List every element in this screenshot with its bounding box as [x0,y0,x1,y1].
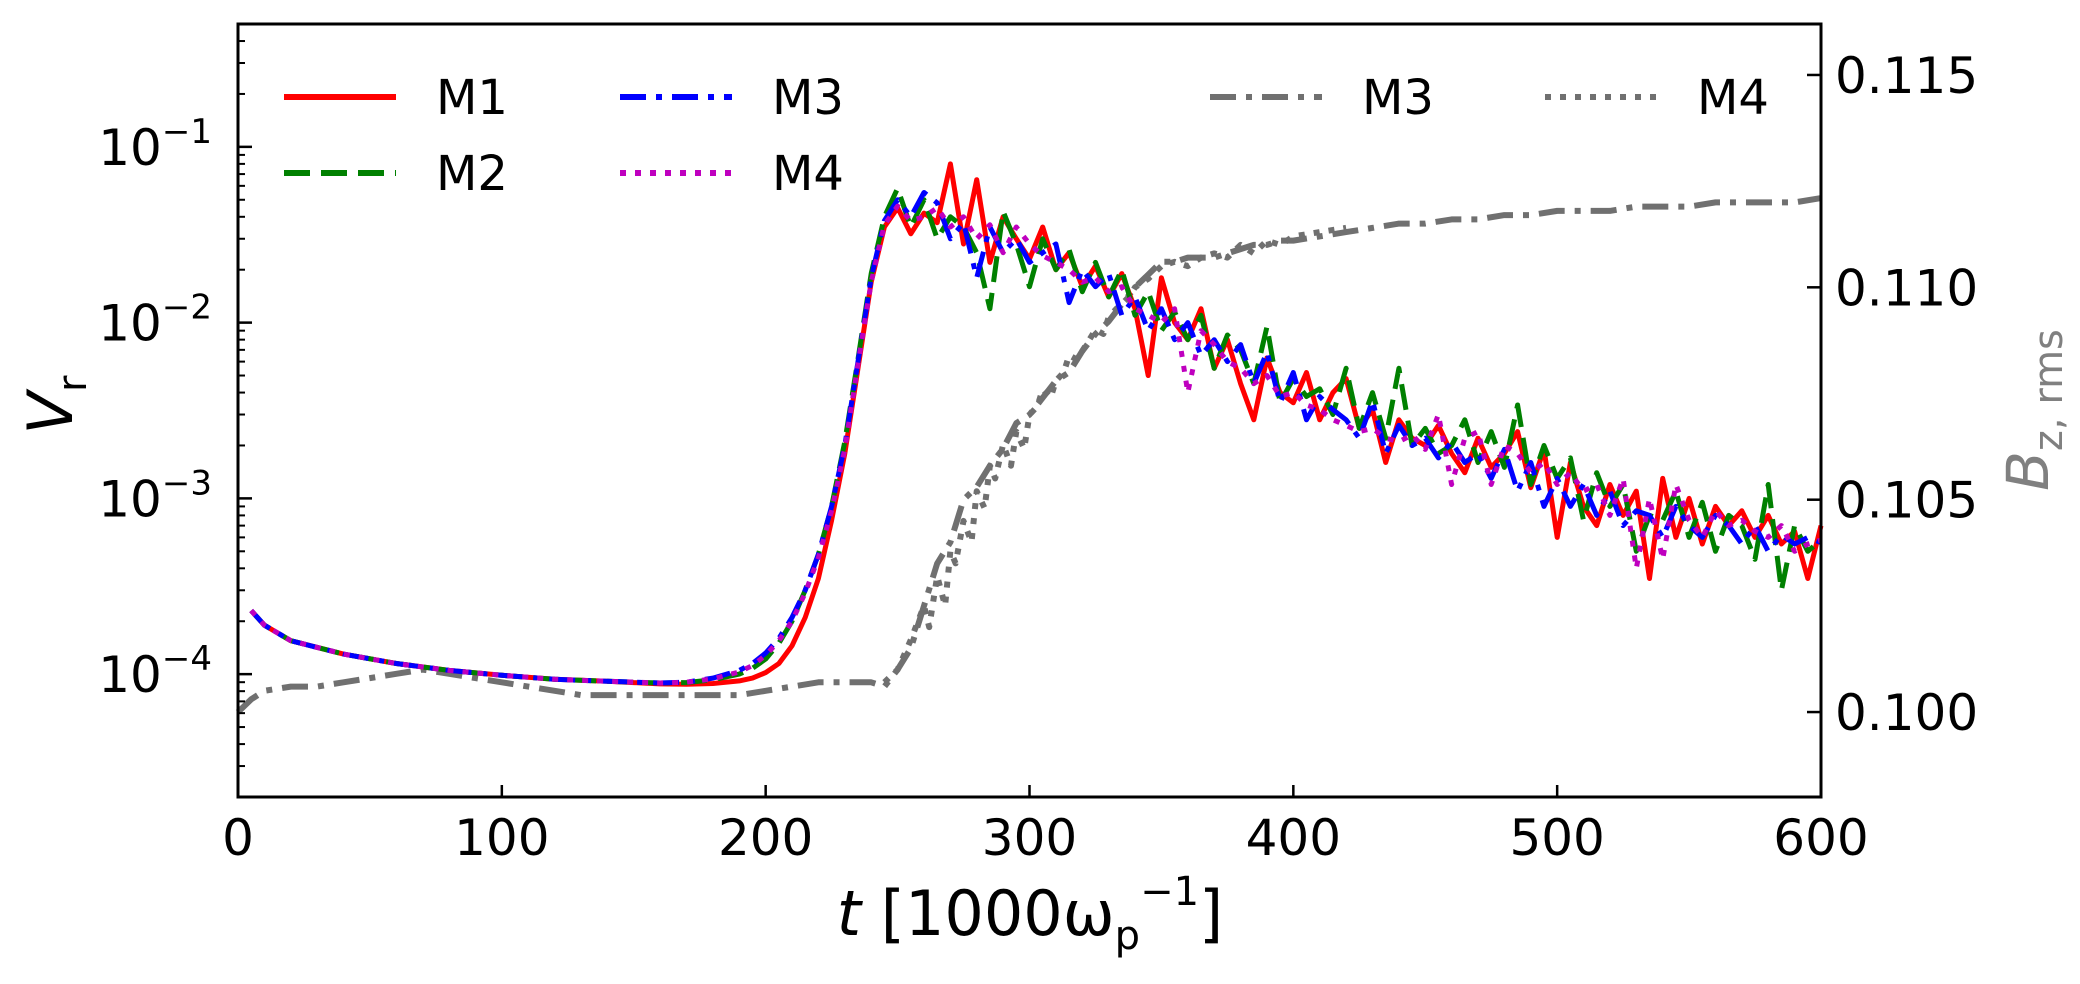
x-tick-label: 0 [222,809,254,867]
x-tick-label: 400 [1246,809,1341,867]
y-tick-label: 10−2 [98,288,212,353]
series-line-m4-right [882,224,1347,685]
series-line-m1-left [249,161,1824,687]
legend-layer: M1 M2 M3 M4 M3 M4 [284,70,1769,202]
x-axis-label: t [1000ωp−1] [837,869,1223,959]
series-line-m4-left [249,203,1822,686]
y2-axis-label: Bz, rms [1994,329,2072,491]
series-line-m3-right [235,195,1822,715]
y2-tick-label: 0.100 [1835,684,1978,742]
y-tick-label: 10−1 [98,112,212,177]
x-tick-label: 100 [454,809,549,867]
y2-tick-label: 0.115 [1835,47,1978,105]
y-axis-label: Vr [14,375,96,434]
legend-label-right-1: M4 [1697,70,1769,126]
y-tick-label: 10−4 [98,639,212,704]
legend-label-left-1: M2 [436,146,508,202]
y-tick-label: 10−3 [98,463,212,528]
legend-label-left-3: M4 [772,146,844,202]
series-line-m2-left [249,185,1823,686]
legend-label-left-2: M3 [772,70,844,126]
series-layer [235,161,1824,715]
legend-label-right-0: M3 [1362,70,1434,126]
y2-tick-label: 0.105 [1835,472,1978,530]
ticks-layer: 0 100 200 300 400 500 600 10−4 10−3 10−2 10−1 0.100… [98,23,1978,867]
x-tick-label: 600 [1773,809,1868,867]
x-tick-label: 500 [1509,809,1604,867]
x-tick-label: 200 [718,809,813,867]
y2-tick-label: 0.110 [1835,259,1978,317]
x-tick-label: 300 [982,809,1077,867]
legend-label-left-0: M1 [436,70,508,126]
